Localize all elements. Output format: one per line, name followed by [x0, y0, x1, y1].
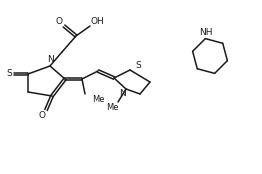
Text: NH: NH [200, 28, 213, 37]
Text: Me: Me [92, 94, 105, 104]
Text: O: O [56, 18, 63, 26]
Text: N: N [120, 89, 126, 98]
Text: N: N [48, 56, 54, 65]
Text: Me: Me [106, 102, 118, 112]
Text: S: S [135, 61, 141, 69]
Text: OH: OH [90, 18, 104, 26]
Text: O: O [39, 110, 46, 120]
Text: S: S [6, 69, 12, 78]
